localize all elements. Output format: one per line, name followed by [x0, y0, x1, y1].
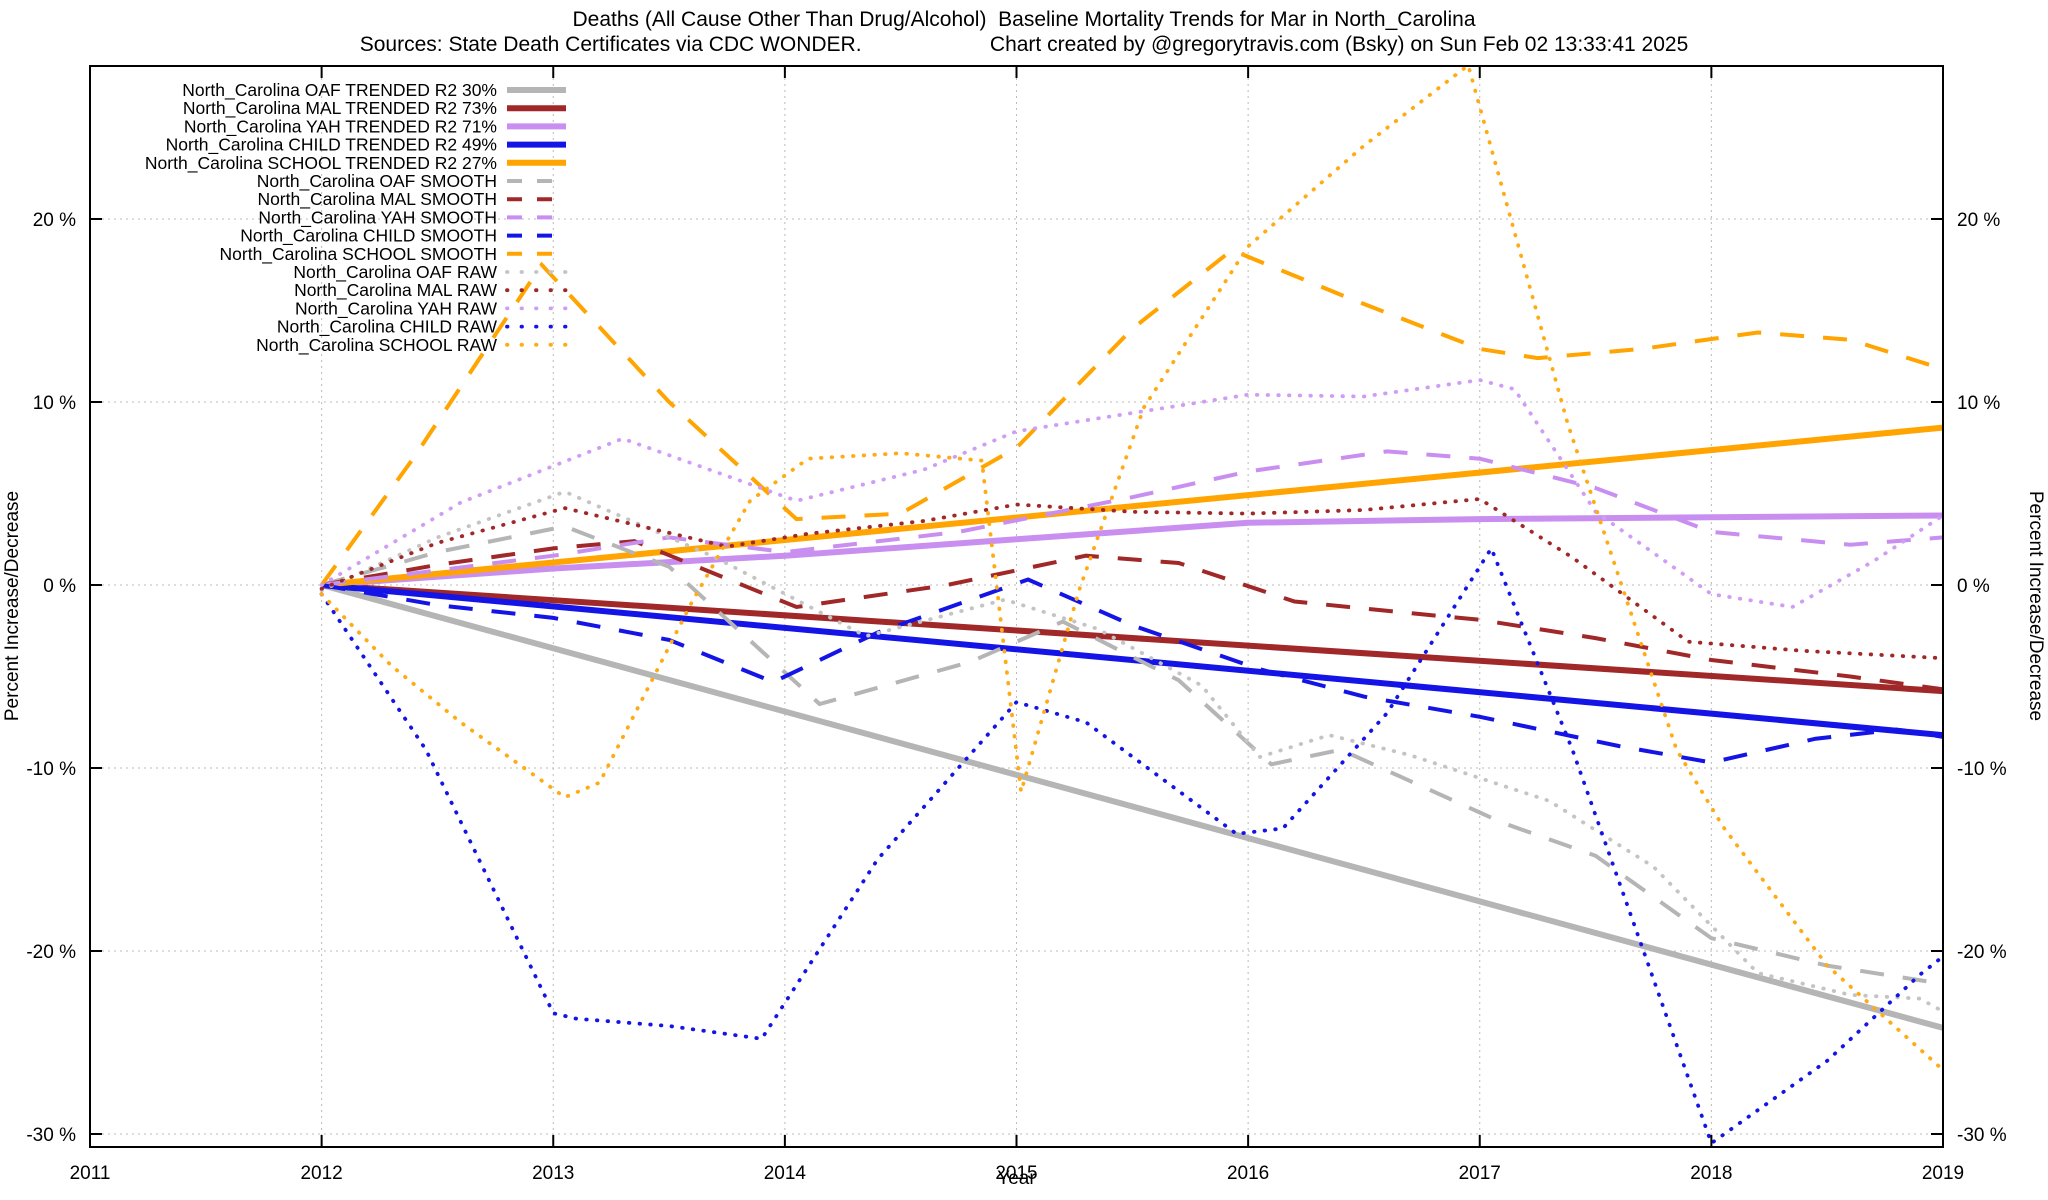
legend-label: North_Carolina SCHOOL TRENDED R2 27% — [145, 153, 497, 174]
series-yah-trended — [321, 512, 1943, 588]
legend-label: North_Carolina YAH RAW — [295, 298, 497, 319]
y2-tick-label: -30 % — [1957, 1125, 2007, 1146]
x-tick-label: 2015 — [995, 1163, 1037, 1184]
x-axis-label: Year — [997, 1168, 1036, 1189]
legend-item-yah-trended: North_Carolina YAH TRENDED R2 71% — [184, 116, 566, 137]
x-tick-label: 2014 — [764, 1163, 807, 1184]
x-tick-label: 2018 — [1690, 1163, 1732, 1184]
series-mal-trended — [321, 582, 1943, 695]
y2-tick-label: -10 % — [1957, 759, 2007, 780]
legend-label: North_Carolina YAH SMOOTH — [258, 207, 497, 228]
legend-item-child-smooth: North_Carolina CHILD SMOOTH — [240, 226, 566, 247]
y2-tick-label: -20 % — [1957, 942, 2007, 963]
legend-item-child-raw: North_Carolina CHILD RAW — [277, 317, 568, 338]
y2-tick-label: 20 % — [1957, 210, 2000, 231]
x-tick-label: 2012 — [300, 1163, 342, 1184]
legend-item-mal-raw: North_Carolina MAL RAW — [294, 280, 568, 301]
legend-item-mal-smooth: North_Carolina MAL SMOOTH — [257, 189, 566, 210]
legend-item-yah-smooth: North_Carolina YAH SMOOTH — [258, 207, 566, 228]
y-tick-label: -20 % — [26, 942, 76, 963]
series-child-trended — [321, 582, 1943, 739]
y-tick-label: 0 % — [43, 576, 76, 597]
legend-item-oaf-raw: North_Carolina OAF RAW — [293, 262, 568, 283]
legend-label: North_Carolina OAF RAW — [293, 262, 497, 283]
series-school-smooth — [319, 247, 1943, 587]
y-tick-label: 20 % — [33, 210, 76, 231]
x-tick-label: 2019 — [1922, 1163, 1964, 1184]
x-tick-label: 2017 — [1459, 1163, 1501, 1184]
legend-label: North_Carolina MAL SMOOTH — [257, 189, 497, 210]
series-child-raw — [319, 544, 1943, 1147]
legend-item-child-trended: North_Carolina CHILD TRENDED R2 49% — [166, 135, 566, 156]
legend-item-school-raw: North_Carolina SCHOOL RAW — [256, 335, 568, 356]
tick-labels: 2011 2012 2013 2014 2015 2016 2017 2018 2019 20 %… — [26, 210, 2006, 1184]
x-tick-label: 2013 — [532, 1163, 574, 1184]
legend-item-mal-trended: North_Carolina MAL TRENDED R2 73% — [183, 98, 566, 119]
legend: North_Carolina OAF TRENDED R2 30%North_C… — [145, 80, 568, 356]
legend-label: North_Carolina OAF SMOOTH — [257, 171, 497, 192]
axes — [89, 65, 1944, 1148]
y2-tick-label: 0 % — [1957, 576, 1990, 597]
legend-label: North_Carolina CHILD RAW — [277, 317, 498, 338]
series-yah-raw — [319, 378, 1943, 609]
legend-label: North_Carolina CHILD TRENDED R2 49% — [166, 135, 497, 156]
legend-item-school-smooth: North_Carolina SCHOOL SMOOTH — [220, 244, 566, 265]
y2-tick-label: 10 % — [1957, 393, 2000, 414]
legend-item-oaf-smooth: North_Carolina OAF SMOOTH — [257, 171, 566, 192]
series-oaf-raw — [319, 489, 1943, 1014]
legend-label: North_Carolina CHILD SMOOTH — [240, 226, 497, 247]
series-child-smooth — [321, 577, 1943, 765]
legend-label: North_Carolina YAH TRENDED R2 71% — [184, 116, 497, 137]
y-tick-label: -10 % — [26, 759, 76, 780]
legend-item-yah-raw: North_Carolina YAH RAW — [295, 298, 568, 319]
legend-label: North_Carolina MAL TRENDED R2 73% — [183, 98, 497, 119]
series-school-raw — [319, 66, 1943, 1072]
legend-label: North_Carolina MAL RAW — [294, 280, 497, 301]
legend-label: North_Carolina SCHOOL RAW — [256, 335, 497, 356]
legend-label: North_Carolina SCHOOL SMOOTH — [220, 244, 497, 265]
y-tick-label: -30 % — [26, 1125, 76, 1146]
series-oaf-smooth — [321, 524, 1943, 986]
legend-label: North_Carolina OAF TRENDED R2 30% — [182, 80, 497, 101]
x-tick-label: 2011 — [70, 1163, 111, 1184]
chart-subtitle: Sources: State Death Certificates via CD… — [359, 33, 1689, 56]
series-mal-smooth — [321, 539, 1943, 692]
series-mal-raw — [319, 497, 1943, 661]
series-school-trended — [321, 424, 1943, 588]
x-tick-label: 2016 — [1227, 1163, 1269, 1184]
series-oaf-trended — [320, 582, 1943, 1031]
series-group — [319, 66, 1943, 1147]
chart-title: Deaths (All Cause Other Than Drug/Alcoho… — [572, 8, 1476, 31]
legend-item-school-trended: North_Carolina SCHOOL TRENDED R2 27% — [145, 153, 566, 174]
legend-item-oaf-trended: North_Carolina OAF TRENDED R2 30% — [182, 80, 566, 101]
y-tick-label: 10 % — [33, 393, 76, 414]
